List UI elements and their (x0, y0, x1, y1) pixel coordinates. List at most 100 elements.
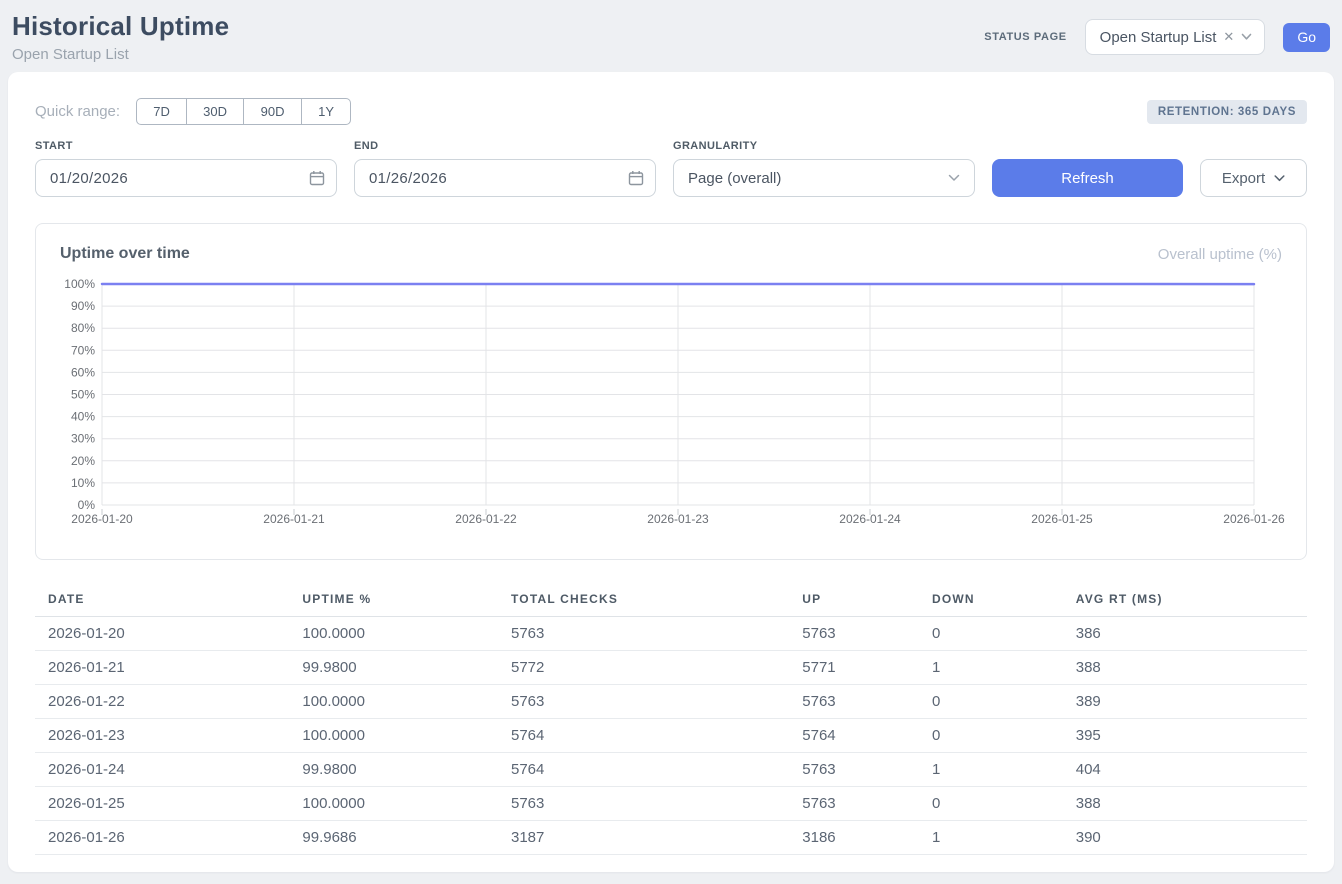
table-cell: 1 (919, 821, 1063, 855)
table-cell: 5763 (498, 787, 789, 821)
page-subtitle: Open Startup List (12, 46, 229, 63)
table-cell: 99.9686 (289, 821, 498, 855)
table-header: DATE UPTIME % TOTAL CHECKS UP DOWN AVG R… (35, 583, 1307, 617)
start-date-input[interactable] (35, 159, 337, 197)
svg-text:70%: 70% (71, 343, 95, 357)
svg-text:2026-01-22: 2026-01-22 (455, 512, 517, 526)
export-button[interactable]: Export (1200, 159, 1307, 197)
svg-text:2026-01-21: 2026-01-21 (263, 512, 325, 526)
table-cell: 1 (919, 753, 1063, 787)
svg-text:60%: 60% (71, 365, 95, 379)
column-header-uptime: UPTIME % (289, 583, 498, 617)
chevron-down-icon (1241, 33, 1252, 41)
table-cell: 5763 (789, 617, 919, 651)
quick-range-buttons: 7D 30D 90D 1Y (136, 98, 351, 125)
table-cell: 390 (1063, 821, 1307, 855)
table-cell: 99.9800 (289, 753, 498, 787)
table-cell: 2026-01-23 (35, 719, 289, 753)
table-cell: 3187 (498, 821, 789, 855)
table-cell: 2026-01-24 (35, 753, 289, 787)
status-page-group: STATUS PAGE Open Startup List ✕ Go (984, 19, 1330, 55)
main-panel: Quick range: 7D 30D 90D 1Y RETENTION: 36… (8, 72, 1334, 872)
end-date-label: END (354, 140, 656, 152)
svg-text:10%: 10% (71, 476, 95, 490)
calendar-icon[interactable] (309, 170, 325, 186)
table-cell: 5764 (498, 719, 789, 753)
table-cell: 3186 (789, 821, 919, 855)
column-header-up: UP (789, 583, 919, 617)
svg-text:2026-01-26: 2026-01-26 (1223, 512, 1285, 526)
svg-text:2026-01-25: 2026-01-25 (1031, 512, 1093, 526)
table-cell: 5763 (789, 753, 919, 787)
column-header-down: DOWN (919, 583, 1063, 617)
table-cell: 386 (1063, 617, 1307, 651)
chart-title: Uptime over time (60, 245, 190, 263)
chevron-down-icon (948, 174, 960, 182)
svg-text:80%: 80% (71, 321, 95, 335)
table-cell: 389 (1063, 685, 1307, 719)
go-button[interactable]: Go (1283, 23, 1330, 52)
granularity-label: GRANULARITY (673, 140, 975, 152)
table-cell: 5763 (498, 617, 789, 651)
table-cell: 395 (1063, 719, 1307, 753)
quick-range-button-7d[interactable]: 7D (136, 98, 187, 125)
chart-card: Uptime over time Overall uptime (%) 0%10… (35, 223, 1307, 560)
table-cell: 0 (919, 787, 1063, 821)
start-date-label: START (35, 140, 337, 152)
status-page-select[interactable]: Open Startup List ✕ (1085, 19, 1266, 55)
svg-text:2026-01-23: 2026-01-23 (647, 512, 709, 526)
table-row: 2026-01-2699.9686318731861390 (35, 821, 1307, 855)
column-header-total-checks: TOTAL CHECKS (498, 583, 789, 617)
table-cell: 5763 (789, 685, 919, 719)
refresh-button[interactable]: Refresh (992, 159, 1183, 197)
table-cell: 388 (1063, 651, 1307, 685)
page-title: Historical Uptime (12, 11, 229, 42)
table-cell: 1 (919, 651, 1063, 685)
table-cell: 100.0000 (289, 787, 498, 821)
table-cell: 5772 (498, 651, 789, 685)
quick-range-button-30d[interactable]: 30D (187, 98, 244, 125)
table-cell: 388 (1063, 787, 1307, 821)
table-cell: 2026-01-22 (35, 685, 289, 719)
status-page-label: STATUS PAGE (984, 31, 1066, 43)
table-row: 2026-01-23100.0000576457640395 (35, 719, 1307, 753)
chart-legend: Overall uptime (%) (1158, 246, 1282, 263)
table-cell: 2026-01-26 (35, 821, 289, 855)
svg-text:20%: 20% (71, 454, 95, 468)
table-row: 2026-01-25100.0000576357630388 (35, 787, 1307, 821)
svg-text:2026-01-20: 2026-01-20 (71, 512, 133, 526)
table-row: 2026-01-2499.9800576457631404 (35, 753, 1307, 787)
end-date-field: END (354, 140, 656, 197)
table-cell: 100.0000 (289, 719, 498, 753)
uptime-chart: 0%10%20%30%40%50%60%70%80%90%100%2026-01… (60, 274, 1282, 532)
export-button-label: Export (1222, 170, 1265, 187)
chart-header: Uptime over time Overall uptime (%) (60, 245, 1282, 263)
table-cell: 5763 (789, 787, 919, 821)
column-header-avg-rt: AVG RT (MS) (1063, 583, 1307, 617)
table-cell: 5764 (498, 753, 789, 787)
quick-range-row: Quick range: 7D 30D 90D 1Y RETENTION: 36… (35, 98, 1307, 125)
end-date-input[interactable] (354, 159, 656, 197)
table-row: 2026-01-20100.0000576357630386 (35, 617, 1307, 651)
filter-row: START END (35, 140, 1307, 197)
table-cell: 100.0000 (289, 685, 498, 719)
quick-range-group: Quick range: 7D 30D 90D 1Y (35, 98, 351, 125)
granularity-select[interactable]: Page (overall) (673, 159, 975, 197)
table-row: 2026-01-22100.0000576357630389 (35, 685, 1307, 719)
start-date-field: START (35, 140, 337, 197)
clear-icon[interactable]: ✕ (1223, 29, 1234, 45)
quick-range-button-90d[interactable]: 90D (244, 98, 302, 125)
quick-range-button-1y[interactable]: 1Y (302, 98, 351, 125)
svg-text:40%: 40% (71, 410, 95, 424)
quick-range-label: Quick range: (35, 103, 120, 120)
calendar-icon[interactable] (628, 170, 644, 186)
table-row: 2026-01-2199.9800577257711388 (35, 651, 1307, 685)
svg-text:2026-01-24: 2026-01-24 (839, 512, 901, 526)
table-cell: 2026-01-21 (35, 651, 289, 685)
retention-badge: RETENTION: 365 DAYS (1147, 100, 1307, 124)
table-cell: 0 (919, 719, 1063, 753)
table-cell: 100.0000 (289, 617, 498, 651)
page-heading: Historical Uptime Open Startup List (12, 11, 229, 63)
uptime-table: DATE UPTIME % TOTAL CHECKS UP DOWN AVG R… (35, 583, 1307, 855)
svg-text:30%: 30% (71, 432, 95, 446)
